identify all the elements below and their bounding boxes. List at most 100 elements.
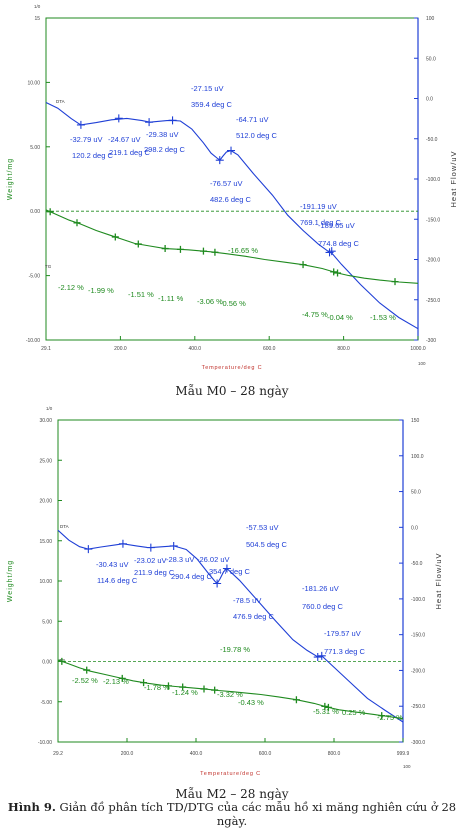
dta-annotation-label: -27.15 uV — [191, 84, 224, 93]
y2-axis-title: Heat Flow/uV — [449, 150, 458, 207]
tg-step-marker — [299, 261, 307, 269]
dta-annotation-label: 476.9 deg C — [233, 612, 274, 621]
dta-annotation-label: 114.6 deg C — [97, 576, 138, 585]
y2-tick-label: 100.0 — [411, 454, 424, 460]
tg-step-label: -1.78 % — [144, 683, 170, 692]
dta-annotation-label: 354.7 deg C — [209, 567, 250, 576]
caption-text: Giản đồ phân tích TD/DTG của các mẫu hồ … — [59, 800, 457, 828]
y-tick-label: 5.00 — [42, 619, 52, 625]
dta-peak-marker — [84, 545, 93, 554]
y-axis-title: Weight/mg — [7, 158, 14, 200]
x-tick-label: 29.2 — [53, 751, 63, 757]
y2-tick-label: -100.0 — [411, 597, 425, 603]
tg-step-label: -2.75 % — [377, 713, 403, 722]
y2-tick-label: 50.0 — [411, 490, 421, 496]
dta-annotation-label: 219.1 deg C — [109, 148, 150, 157]
dta-peak-marker — [118, 539, 127, 548]
bottom-right-label: 100 — [403, 764, 411, 769]
dta-peak-marker — [76, 120, 85, 129]
dta-annotation-label: 760.0 deg C — [302, 602, 343, 611]
y-axis-title: Weight/mg — [7, 560, 14, 602]
tg-step-label: -5.31 % — [313, 707, 339, 716]
dta-annotation-label: -191.19 uV — [300, 202, 337, 211]
dta-annotation-label: 298.2 deg C — [144, 145, 185, 154]
x-tick-label: 800.0 — [337, 346, 350, 352]
figure-caption: Hình 9. Giản đồ phân tích TD/DTG của các… — [0, 800, 464, 828]
x-tick-label: 600.0 — [263, 346, 276, 352]
series-line-tg — [45, 209, 419, 284]
dta-annotation-label: 774.8 deg C — [318, 239, 359, 248]
y2-tick-label: -150.0 — [426, 217, 440, 223]
tg-step-label: -1.11 % — [158, 294, 184, 303]
dta-peak-marker — [145, 118, 154, 127]
dta-annotation-label: 482.6 deg C — [210, 195, 251, 204]
panel-title: Mẫu M0 – 28 ngày — [175, 383, 288, 398]
y2-tick-label: 0.0 — [426, 97, 433, 103]
y2-tick-label: -200.0 — [411, 668, 425, 674]
dta-annotation-label: -24.67 uV — [108, 135, 141, 144]
dta-peak-marker — [222, 564, 231, 573]
dta-annotation-label: -189.65 uV — [318, 221, 355, 230]
y-tick-label: 0.00 — [30, 209, 40, 215]
dta-annotation-label: 512.0 deg C — [236, 131, 277, 140]
y-tick-label: 5.00 — [30, 145, 40, 151]
dta-annotation-label: -23.02 uV — [134, 556, 167, 565]
tg-step-marker — [179, 683, 187, 691]
dta-tag: DTA — [56, 99, 65, 104]
chart-panel-0: 15 10.00 5.00 0.00 -5.00 -10.00 100 50.0 0.0 -50.… — [7, 4, 458, 398]
tg-step-marker — [378, 712, 386, 720]
bottom-right-label: 100 — [418, 361, 426, 366]
x-axis-title: Temperature/deg C — [202, 365, 263, 371]
tg-step-label: -1.99 % — [88, 286, 114, 295]
tg-step-label: -2.12 % — [58, 283, 84, 292]
dta-annotation-label: -32.79 uV — [70, 135, 103, 144]
tg-step-label: -2.13 % — [103, 677, 129, 686]
tg-step-label: -2.52 % — [72, 676, 98, 685]
y-tick-label: 10.00 — [39, 579, 52, 585]
x-axis-title: Temperature/deg C — [200, 771, 261, 777]
dta-annotation-label: -30.43 uV — [96, 560, 129, 569]
tg-step-marker — [391, 278, 399, 286]
tg-step-label: -3.06 % — [197, 297, 223, 306]
dta-annotation-label: -28.3 uV — [166, 555, 194, 564]
tg-step-label: -1.24 % — [172, 688, 198, 697]
y2-axis-title: Heat Flow/uV — [434, 552, 443, 609]
y-tick-label: -5.00 — [41, 700, 53, 706]
tg-step-marker — [140, 679, 148, 687]
dta-annotation-label: -181.26 uV — [302, 584, 339, 593]
dta-annotation-label: -29.38 uV — [146, 130, 179, 139]
panel-title: Mẫu M2 – 28 ngày — [175, 786, 288, 800]
y2-tick-label: -300 — [426, 338, 436, 344]
y2-tick-label: -250.0 — [426, 298, 440, 304]
tg-step-marker — [164, 682, 172, 690]
y2-tick-label: 0.0 — [411, 525, 418, 531]
dta-annotation-label: -76.57 uV — [210, 179, 243, 188]
y-tick-label: 15.00 — [39, 539, 52, 545]
y2-tick-label: -250.0 — [411, 704, 425, 710]
y2-tick-label: 50.0 — [426, 56, 436, 62]
y2-tick-label: 100 — [426, 16, 435, 22]
dta-annotation-label: 769.1 deg C — [300, 218, 341, 227]
y-tick-label: -10.00 — [26, 338, 40, 344]
dta-annotation-label: 359.4 deg C — [191, 100, 232, 109]
dta-tag: DTA — [60, 524, 69, 529]
tg-step-marker — [176, 245, 184, 253]
dta-annotation-label: -78.5 uV — [233, 596, 261, 605]
y2-tick-label: -50.0 — [426, 137, 438, 143]
dta-annotation-label: -179.57 uV — [324, 629, 361, 638]
dta-annotation-label: 771.3 deg C — [324, 647, 365, 656]
x-tick-label: 600.0 — [259, 751, 272, 757]
top-left-label: 1/0 — [34, 4, 41, 9]
x-tick-label: 200.0 — [114, 346, 127, 352]
dta-peak-marker — [168, 116, 177, 125]
tg-step-marker — [324, 703, 332, 711]
tg-step-marker — [330, 268, 338, 276]
top-left-label: 1/0 — [46, 406, 53, 411]
dta-annotation-label: -26.02 uV — [197, 555, 230, 564]
tg-step-marker — [292, 696, 300, 704]
x-tick-label: 29.1 — [41, 346, 51, 352]
y2-tick-label: -150.0 — [411, 633, 425, 639]
tg-tag: TG — [45, 264, 52, 269]
dta-annotation-label: 120.2 deg C — [72, 151, 113, 160]
tg-step-marker — [211, 248, 219, 256]
